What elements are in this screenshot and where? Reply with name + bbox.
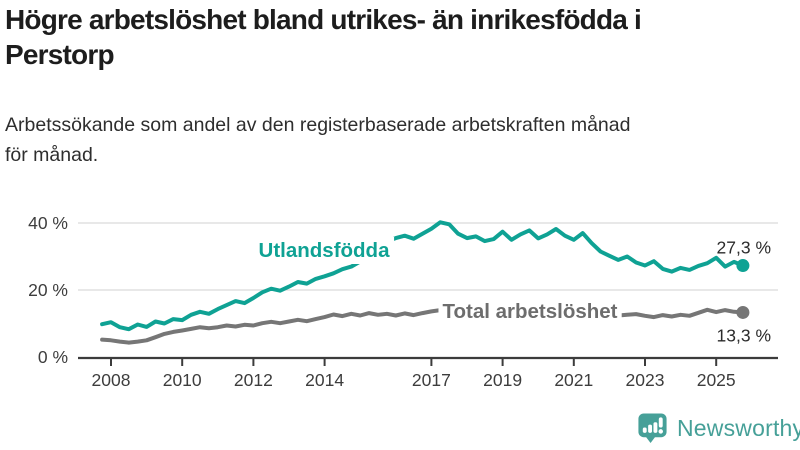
bar-chart-speech-bubble-icon (638, 413, 667, 444)
newsworthy-logo-text: Newsworthy (677, 415, 800, 441)
series-label-1: Total arbetslöshet (442, 300, 617, 323)
series-line-0 (100, 220, 745, 332)
x-axis-tick-label: 2021 (554, 370, 593, 390)
page-subtitle-line-2: för månad. (5, 144, 99, 166)
series-label-mask-0 (254, 237, 395, 264)
x-axis-tick-label: 2017 (412, 370, 451, 390)
series-label-0: Utlandsfödda (259, 239, 391, 262)
series-line-1 (100, 307, 745, 345)
series-end-dot-1 (736, 305, 750, 319)
page-title: Högre arbetslöshet bland utrikes- än inr… (5, 2, 642, 72)
page-title-line-2: Perstorp (5, 39, 115, 70)
x-axis-tick-label: 2019 (483, 370, 522, 390)
y-axis-tick-label: 40 % (28, 213, 68, 233)
series-end-dot-0 (736, 259, 750, 273)
series-label-mask-1 (438, 298, 622, 325)
x-axis-tick-label: 2025 (697, 370, 736, 390)
series-end-value-1: 13,3 % (717, 325, 771, 345)
y-axis-tick-label: 20 % (28, 280, 68, 300)
x-axis-tick-label: 2012 (234, 370, 273, 390)
x-axis-tick-label: 2010 (163, 370, 202, 390)
x-axis-tick-label: 2023 (626, 370, 665, 390)
page-subtitle-line-1: Arbetssökande som andel av den registerb… (5, 114, 631, 136)
page-title-line-1: Högre arbetslöshet bland utrikes- än inr… (5, 4, 642, 35)
page-subtitle: Arbetssökande som andel av den registerb… (5, 110, 630, 170)
newsworthy-logo: Newsworthy (636, 412, 800, 445)
x-axis-tick-label: 2008 (92, 370, 131, 390)
x-axis-tick-label: 2014 (305, 370, 344, 390)
y-axis-tick-label: 0 % (38, 347, 68, 367)
series-end-value-0: 27,3 % (717, 238, 771, 258)
